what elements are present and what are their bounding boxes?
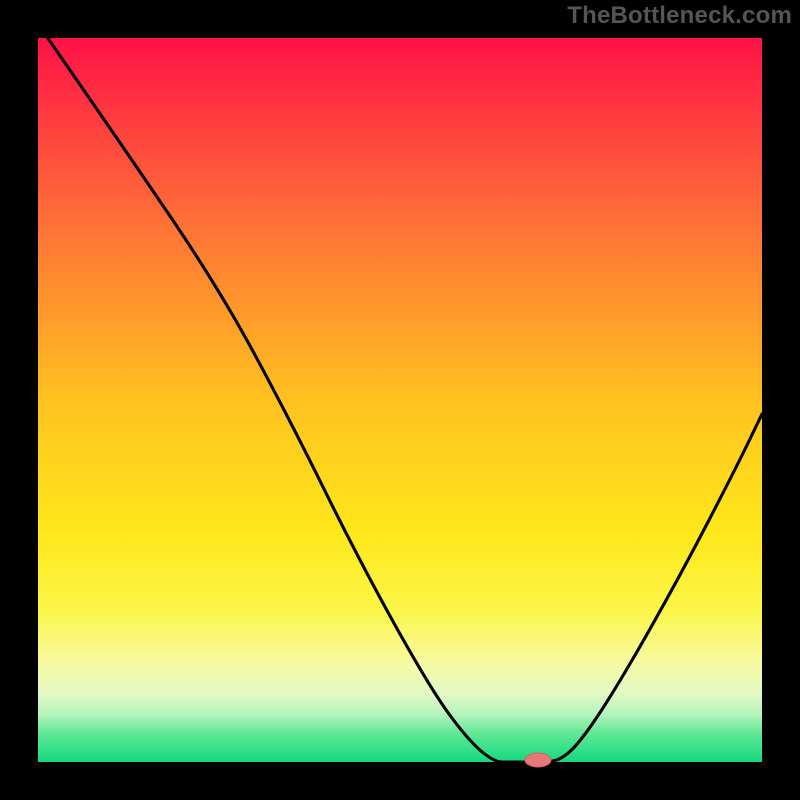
plot-area <box>38 38 762 762</box>
bottleneck-chart-svg <box>0 0 800 800</box>
watermark-text: TheBottleneck.com <box>567 2 792 30</box>
optimal-marker <box>525 753 551 767</box>
chart-canvas: TheBottleneck.com <box>0 0 800 800</box>
